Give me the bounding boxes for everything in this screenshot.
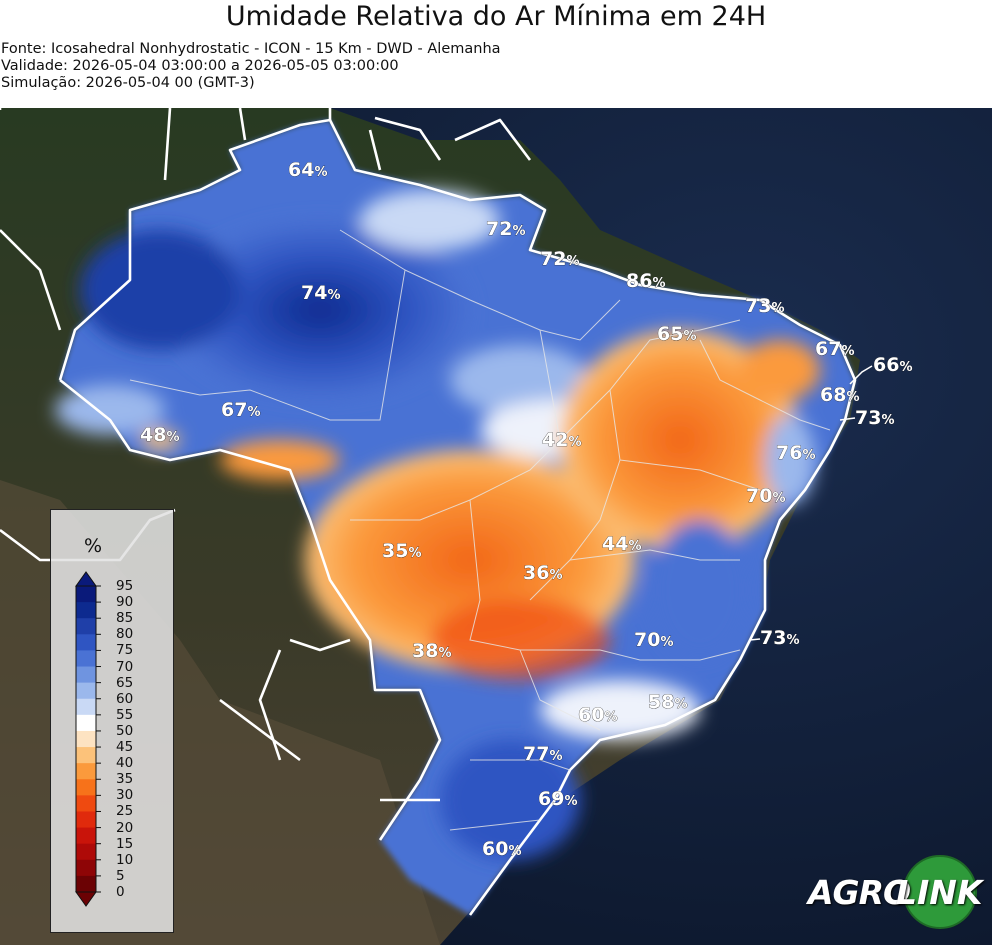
- humidity-label: 72%: [486, 218, 525, 240]
- colorbar-frame: [75, 585, 97, 893]
- legend-tick-label: 95: [116, 578, 134, 594]
- humidity-label: 48%: [140, 424, 179, 446]
- colorbar-segment: [76, 843, 96, 861]
- colorbar-segment: [76, 618, 96, 635]
- colorbar-segment: [76, 714, 96, 732]
- orange-south: [430, 600, 610, 680]
- humidity-label: 76%: [776, 442, 815, 464]
- colorbar-segment: [76, 875, 96, 893]
- legend-tick-label: 5: [116, 867, 125, 884]
- legend-tick-label: 25: [116, 803, 134, 820]
- pale-blue-north: [360, 190, 500, 250]
- humidity-label: 86%: [626, 270, 665, 292]
- colorbar-segment: [76, 698, 96, 716]
- orange-coast-ne: [740, 340, 820, 400]
- colorbar-segment: [76, 827, 96, 845]
- simulation-line: Simulação: 2026-05-04 00 (GMT-3): [1, 75, 255, 91]
- legend-colorbar: [75, 571, 101, 907]
- humidity-label: 38%: [412, 640, 451, 662]
- humidity-label: 60%: [578, 704, 617, 726]
- humidity-label: 72%: [540, 248, 579, 270]
- logo-text-agro: AGRO: [808, 873, 911, 912]
- colorbar-segment: [76, 795, 96, 812]
- colorbar-segment: [76, 730, 96, 748]
- legend-tick-label: 55: [116, 706, 134, 723]
- state-borders: [129, 229, 831, 831]
- humidity-label: 70%: [634, 629, 673, 651]
- colorbar-segment: [76, 682, 96, 700]
- legend-tick-label: 30: [116, 787, 134, 804]
- legend-tick-label: 60: [116, 690, 134, 707]
- logo-text-link: LINK: [896, 873, 983, 912]
- legend-tick-label: 90: [116, 594, 134, 611]
- humidity-label: 74%: [301, 282, 340, 304]
- humidity-label: 73%: [745, 295, 784, 317]
- humidity-label: 73%: [760, 627, 799, 649]
- humidity-label: 77%: [523, 743, 562, 765]
- legend-unit: %: [84, 535, 103, 557]
- legend-tick-label: 10: [116, 851, 134, 868]
- colorbar-arrow-top: [75, 571, 97, 587]
- legend-tick-label: 70: [116, 658, 134, 675]
- legend-tick-label: 75: [116, 642, 134, 659]
- deep-blue-west: [80, 230, 240, 350]
- humidity-label: 70%: [746, 485, 785, 507]
- humidity-label: 35%: [382, 540, 421, 562]
- colorbar-segment: [76, 811, 96, 829]
- legend-tick-label: 65: [116, 674, 134, 691]
- blue-coast-ne: [765, 415, 815, 505]
- country-borders: [0, 108, 857, 916]
- colorbar-segment: [76, 859, 96, 877]
- colorbar-segment: [76, 779, 96, 796]
- colorbar-segment: [76, 634, 96, 651]
- legend-tick-label: 45: [116, 739, 134, 756]
- colorbar-segment: [76, 602, 96, 619]
- deep-blue-core: [170, 220, 470, 400]
- legend-tick-label: 85: [116, 610, 134, 627]
- humidity-label: 69%: [538, 788, 577, 810]
- humidity-label: 42%: [542, 429, 581, 451]
- colorbar-segment: [76, 763, 96, 780]
- humidity-label: 68%: [820, 384, 859, 406]
- legend-tick-label: 15: [116, 835, 134, 852]
- colorbar-segment: [76, 666, 96, 684]
- colorbar-segment: [76, 586, 96, 603]
- agrolink-logo: [903, 855, 977, 929]
- legend-tick-label: 80: [116, 626, 134, 643]
- humidity-labels: 64% 72% 72% 74% 86% 73% 65% 67% 66% 68% …: [140, 159, 913, 861]
- colorbar-segment: [76, 747, 96, 764]
- humidity-label: 73%: [855, 407, 894, 429]
- blue-south: [440, 740, 580, 860]
- humidity-label: 67%: [815, 338, 854, 360]
- leader-lines: [749, 365, 873, 641]
- colorbar-arrow-bottom: [75, 891, 97, 907]
- legend-tick-label: 50: [116, 722, 134, 739]
- humidity-label: 67%: [221, 399, 260, 421]
- humidity-label: 58%: [648, 691, 687, 713]
- pale-blue-central: [450, 345, 590, 415]
- humidity-label: 64%: [288, 159, 327, 181]
- legend-panel: [50, 509, 174, 933]
- legend-tick-label: 35: [116, 771, 134, 788]
- humidity-label: 65%: [657, 323, 696, 345]
- orange-acre: [140, 430, 180, 450]
- map-title: Umidade Relativa do Ar Mínima em 24H: [225, 1, 767, 32]
- validity-line: Validade: 2026-05-04 03:00:00 a 2026-05-…: [1, 58, 399, 74]
- legend-tick-label: 0: [116, 884, 125, 900]
- orange-west: [220, 440, 340, 480]
- legend-tick-label: 40: [116, 755, 134, 772]
- orange-northeast: [560, 330, 800, 550]
- legend-tick-label: 20: [116, 819, 134, 836]
- humidity-label: 36%: [523, 562, 562, 584]
- colorbar-segment: [76, 650, 96, 668]
- source-line: Fonte: Icosahedral Nonhydrostatic - ICON…: [1, 41, 501, 57]
- humidity-label: 60%: [482, 838, 521, 860]
- humidity-label: 44%: [602, 533, 641, 555]
- humidity-label: 66%: [873, 354, 912, 376]
